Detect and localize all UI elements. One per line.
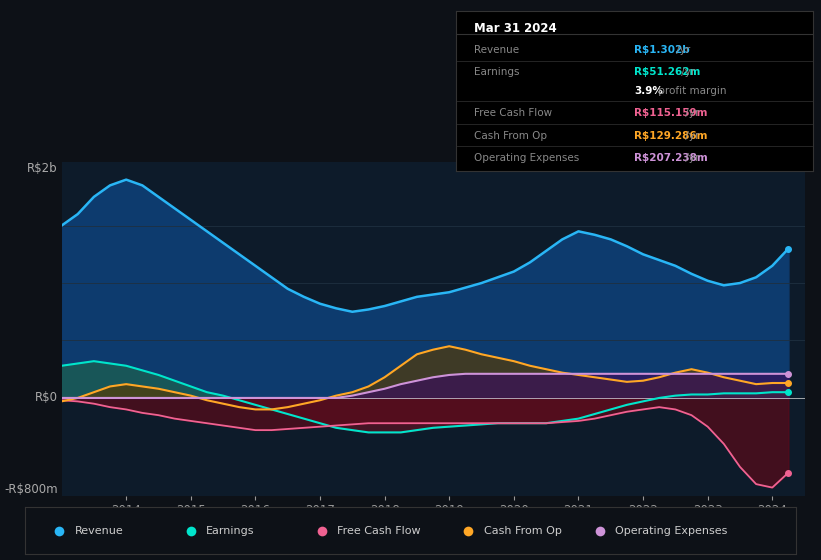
Text: Cash From Op: Cash From Op: [484, 526, 562, 535]
Text: /yr: /yr: [682, 130, 699, 141]
Text: -R$800m: -R$800m: [4, 483, 57, 496]
Text: /yr: /yr: [682, 108, 699, 118]
Text: R$1.302b: R$1.302b: [635, 44, 690, 54]
Text: Revenue: Revenue: [474, 44, 519, 54]
Text: Earnings: Earnings: [206, 526, 255, 535]
Text: /yr: /yr: [682, 153, 699, 163]
Text: R$115.159m: R$115.159m: [635, 108, 708, 118]
Text: R$51.262m: R$51.262m: [635, 67, 700, 77]
Text: Operating Expenses: Operating Expenses: [615, 526, 727, 535]
Text: /yr: /yr: [678, 67, 695, 77]
Text: /yr: /yr: [673, 44, 690, 54]
Text: R$2b: R$2b: [27, 162, 57, 175]
Text: R$129.286m: R$129.286m: [635, 130, 708, 141]
Text: R$207.238m: R$207.238m: [635, 153, 708, 163]
Text: Earnings: Earnings: [474, 67, 519, 77]
Text: Free Cash Flow: Free Cash Flow: [474, 108, 552, 118]
Text: Mar 31 2024: Mar 31 2024: [474, 22, 557, 35]
Text: Operating Expenses: Operating Expenses: [474, 153, 579, 163]
Text: R$0: R$0: [34, 391, 57, 404]
Text: profit margin: profit margin: [654, 86, 726, 96]
Text: Free Cash Flow: Free Cash Flow: [337, 526, 421, 535]
Text: Cash From Op: Cash From Op: [474, 130, 547, 141]
Text: 3.9%: 3.9%: [635, 86, 663, 96]
Text: Revenue: Revenue: [75, 526, 123, 535]
